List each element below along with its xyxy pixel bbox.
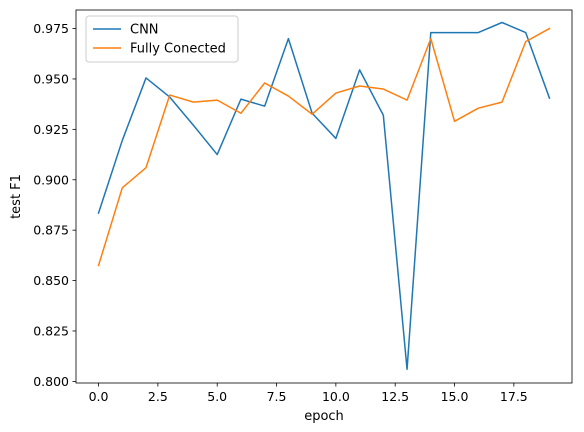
series-line-cnn [97,21,551,371]
legend-label-fully-conected: Fully Conected [130,42,226,57]
y-tick-label: 0.975 [33,21,69,36]
y-tick-label: 0.850 [33,273,69,288]
series-layer [97,21,551,371]
x-tick-label: 10.0 [322,389,350,404]
x-tick-label: 12.5 [381,389,409,404]
plot-frame [75,9,573,384]
x-axis-ticks: 0.0 2.5 5.0 7.5 10.0 12.5 15.0 17.5 [89,383,528,404]
y-tick-label: 0.875 [33,223,69,238]
y-axis-ticks: 0.800 0.825 0.850 0.875 0.900 0.925 0.950 0.975 [33,21,76,389]
x-tick-label: 17.5 [500,389,528,404]
x-tick-label: 2.5 [148,389,168,404]
x-tick-label: 15.0 [441,389,469,404]
y-tick-label: 0.925 [33,122,69,137]
plot-area [76,10,572,383]
series-line-fully-conected [97,27,551,267]
x-tick-label: 0.0 [89,389,109,404]
x-tick-label: 7.5 [267,389,287,404]
legend: CNN Fully Conected [85,15,239,63]
y-tick-label: 0.800 [33,374,69,389]
legend-label-cnn: CNN [130,23,159,38]
x-axis-label: epoch [304,409,344,424]
legend-frame [85,15,239,63]
y-tick-label: 0.825 [33,323,69,338]
y-tick-label: 0.900 [33,172,69,187]
x-tick-label: 5.0 [207,389,227,404]
y-tick-label: 0.950 [33,71,69,86]
y-axis-label: test F1 [9,174,24,219]
